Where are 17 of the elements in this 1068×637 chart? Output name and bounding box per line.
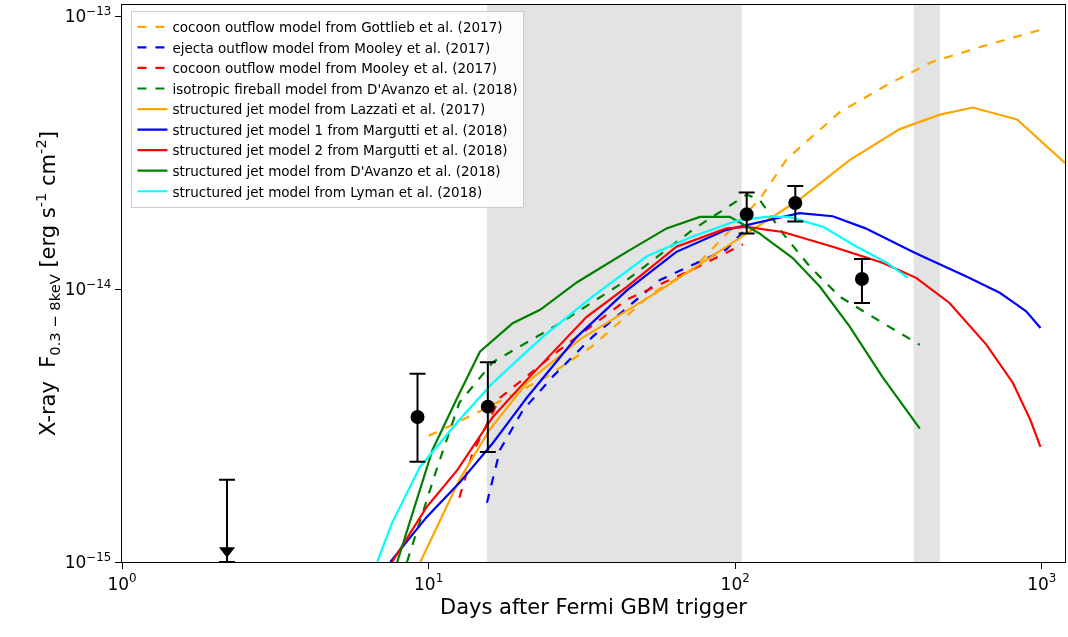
legend-label: isotropic fireball model from D'Avanzo et al. (2018) — [172, 80, 518, 97]
x-tick-label: 10$^{2}$ — [720, 571, 750, 594]
y-tick-label: 10$^{−15}$ — [64, 549, 112, 572]
legend-label: ejecta outflow model from Mooley et al. (2017) — [172, 39, 491, 56]
x-tick-label: 10$^{0}$ — [107, 571, 137, 594]
legend-label: cocoon outflow model from Mooley et al. (2017) — [172, 60, 498, 77]
legend-label: cocoon outflow model from Gottlieb et al. (2017) — [172, 19, 503, 36]
y-tick-label: 10$^{−14}$ — [64, 276, 112, 300]
x-tick-label: 10$^{3}$ — [1027, 571, 1057, 594]
legend-label: structured jet model 1 from Margutti et al. (2018) — [172, 121, 508, 138]
legend-label: structured jet model from D'Avanzo et al. (2018) — [172, 162, 501, 179]
y-tick-label: 10$^{−13}$ — [64, 4, 112, 27]
legend-label: structured jet model 2 from Margutti et al. (2018) — [172, 142, 508, 159]
x-tick-label: 10$^{1}$ — [414, 571, 444, 594]
legend-label: structured jet model from Lyman et al. (2018) — [172, 183, 483, 200]
x-axis-title: Days after Fermi GBM trigger — [440, 594, 748, 619]
legend-label: structured jet model from Lazzati et al. (2017) — [172, 101, 486, 118]
